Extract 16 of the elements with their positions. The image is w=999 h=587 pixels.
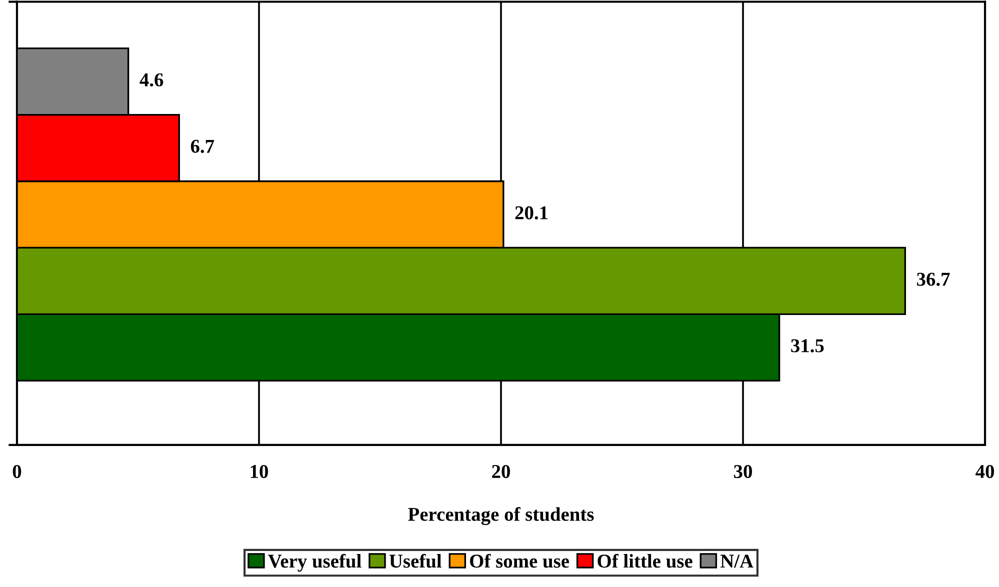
x-axis-title: Percentage of students xyxy=(408,507,594,526)
data-label: 31.5 xyxy=(791,339,824,352)
data-label: 20.1 xyxy=(515,206,548,220)
data-label: 6.7 xyxy=(190,140,214,153)
legend-label: Of some use xyxy=(470,554,570,568)
x-tick-label: 10 xyxy=(250,464,268,478)
legend-label: Useful xyxy=(389,554,442,568)
legend-label: N/A xyxy=(720,554,754,568)
x-tick-label: 20 xyxy=(492,464,510,478)
x-tick-label: 40 xyxy=(976,464,994,478)
data-label: 36.7 xyxy=(916,272,950,286)
x-tick-label: 30 xyxy=(734,464,752,478)
legend-label: Very useful xyxy=(268,554,362,572)
x-tick-label: 0 xyxy=(12,464,22,478)
data-label: 4.6 xyxy=(140,73,164,86)
legend-label: Of little use xyxy=(598,554,692,568)
